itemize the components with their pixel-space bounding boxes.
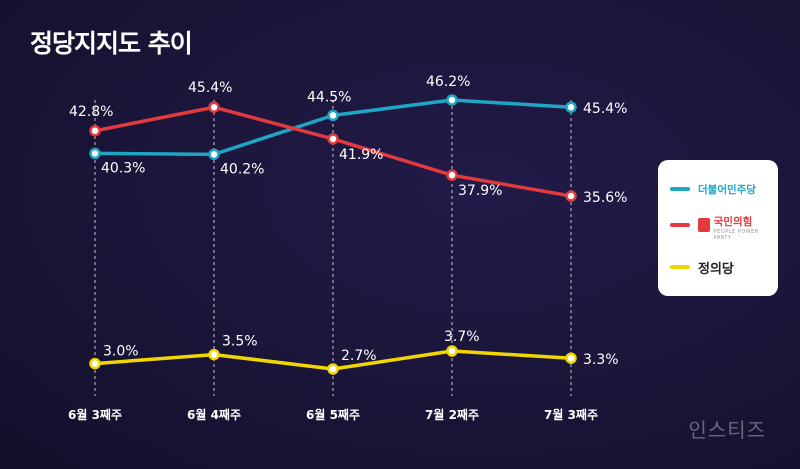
data-label-dp-4: 45.4% — [583, 101, 627, 117]
x-tick-label-0: 6월 3째주 — [68, 407, 122, 422]
ppp-logo-icon — [697, 218, 710, 232]
legend-swatch-ppp — [670, 223, 690, 227]
legend-sub-ppp: PEOPLE POWER PARTY — [713, 228, 759, 241]
legend-item-ppp: 국민의힘 PEOPLE POWER PARTY — [670, 214, 778, 241]
data-label-jp-0: 3.0% — [103, 344, 139, 360]
data-point-ppp-2 — [327, 133, 339, 145]
legend-item-jp: 정의당 — [670, 256, 734, 278]
data-point-dp-4 — [565, 101, 577, 113]
data-point-ppp-0 — [89, 125, 101, 137]
data-point-ppp-3 — [446, 169, 458, 181]
legend: 더불어민주당 국민의힘 PEOPLE POWER PARTY 정의당 — [658, 160, 778, 296]
legend-label-dp: 더불어민주당 — [698, 183, 756, 196]
data-label-dp-0: 40.3% — [101, 160, 145, 176]
data-label-dp-2: 44.5% — [307, 89, 351, 105]
data-label-jp-3: 3.7% — [444, 329, 480, 345]
data-label-ppp-2: 41.9% — [339, 147, 383, 163]
data-point-dp-0 — [89, 147, 101, 160]
legend-swatch-jp — [670, 265, 690, 269]
data-label-ppp-0: 42.8% — [69, 104, 113, 120]
x-tick-label-4: 7월 3째주 — [544, 407, 598, 422]
data-point-dp-2 — [327, 109, 339, 122]
legend-label-jp: 정의당 — [698, 261, 734, 277]
watermark: 인스티즈 — [688, 418, 766, 442]
x-tick-label-3: 7월 2째주 — [425, 407, 479, 422]
data-label-jp-2: 2.7% — [341, 348, 377, 364]
data-label-ppp-1: 45.4% — [188, 80, 232, 96]
chart-title: 정당지지도 추이 — [30, 29, 193, 58]
legend-label-ppp: 국민의힘 — [713, 215, 753, 228]
data-point-ppp-1 — [208, 101, 220, 113]
data-label-ppp-4: 35.6% — [583, 190, 627, 206]
data-point-dp-1 — [208, 148, 220, 161]
legend-swatch-dp — [670, 187, 690, 191]
x-tick-label-1: 6월 4째주 — [187, 407, 241, 422]
data-label-dp-1: 40.2% — [220, 161, 264, 177]
data-point-jp-4 — [565, 352, 577, 364]
data-point-jp-2 — [327, 363, 339, 375]
data-point-jp-1 — [208, 348, 220, 361]
data-point-ppp-4 — [565, 190, 577, 202]
x-tick-label-2: 6월 5째주 — [306, 407, 360, 422]
data-label-jp-4: 3.3% — [583, 352, 619, 368]
legend-item-dp: 더불어민주당 — [670, 178, 756, 200]
data-point-jp-0 — [89, 357, 101, 370]
data-label-ppp-3: 37.9% — [458, 183, 502, 199]
data-label-jp-1: 3.5% — [222, 334, 258, 350]
data-label-dp-3: 46.2% — [426, 74, 470, 90]
data-point-dp-3 — [446, 94, 458, 106]
data-point-jp-3 — [446, 345, 458, 357]
